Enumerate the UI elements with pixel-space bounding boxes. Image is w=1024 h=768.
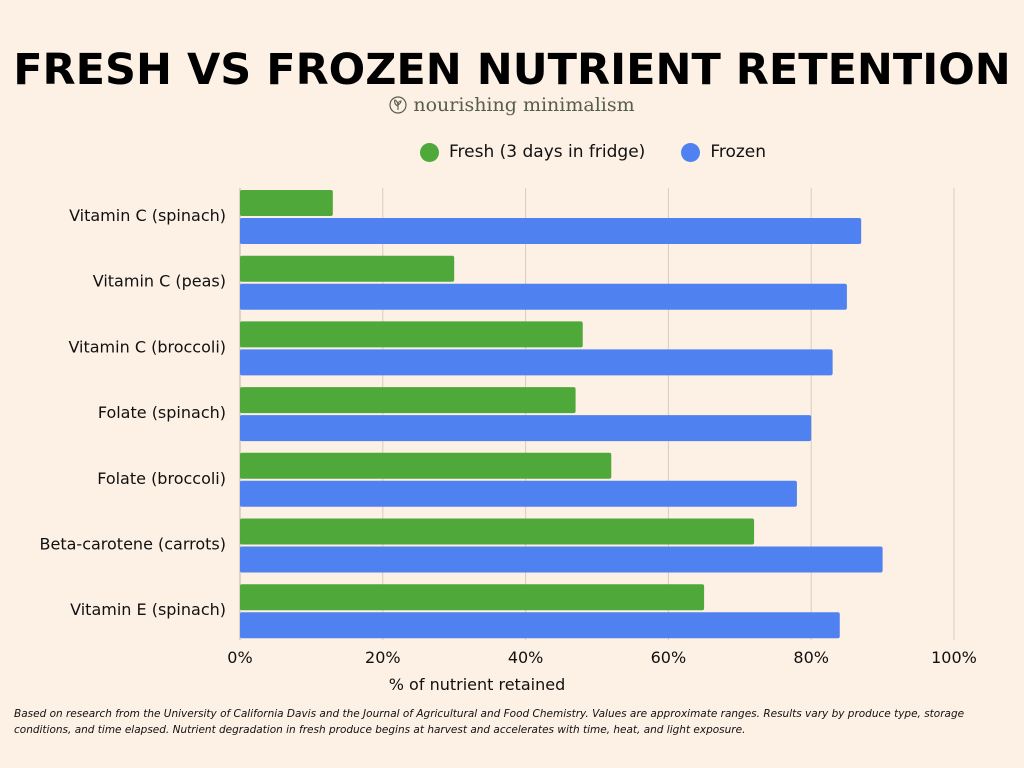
category-label: Vitamin C (broccoli) (68, 337, 226, 356)
bar-fresh (240, 518, 755, 545)
bar-frozen (240, 283, 847, 310)
bar-fresh (240, 255, 455, 282)
bar-fresh (240, 452, 612, 479)
category-label: Beta-carotene (carrots) (40, 535, 226, 554)
category-labels: Vitamin C (spinach) Vitamin C (peas) Vitam… (40, 206, 226, 619)
category-label: Folate (broccoli) (97, 469, 226, 488)
legend-label-fresh: Fresh (3 days in fridge) (449, 142, 646, 162)
legend-item-fresh: Fresh (3 days in fridge) (420, 142, 645, 162)
footnote: Based on research from the University of… (14, 708, 965, 736)
bar-fresh (240, 321, 583, 348)
legend-swatch-frozen (681, 142, 701, 162)
category-label: Vitamin C (spinach) (69, 206, 226, 225)
x-axis-title: % of nutrient retained (389, 675, 565, 694)
x-tick-label: 40% (508, 648, 544, 667)
brand-logo: nourishing minimalism (0, 94, 1024, 116)
leaf-icon (389, 96, 407, 114)
brand-name: nourishing minimalism (413, 94, 635, 116)
x-tick-labels: 0% 20% 40% 60% 80% 100% (227, 648, 977, 667)
bar-chart: Vitamin C (spinach) Vitamin C (peas) Vitam… (40, 188, 977, 694)
legend-item-frozen: Frozen (681, 142, 766, 162)
bar-frozen (240, 218, 862, 244)
x-tick-label: 0% (227, 648, 252, 667)
bar-frozen (240, 480, 797, 507)
legend-label-frozen: Frozen (710, 142, 767, 162)
x-tick-label: 20% (365, 648, 401, 667)
bar-frozen (240, 349, 833, 376)
x-tick-label: 80% (793, 648, 829, 667)
bar-fresh (240, 387, 576, 414)
x-tick-label: 100% (931, 648, 977, 667)
bars (240, 190, 883, 639)
bar-fresh (240, 190, 333, 216)
bar-frozen (240, 612, 840, 639)
bar-frozen (240, 546, 883, 573)
category-label: Vitamin E (spinach) (70, 600, 226, 619)
chart-legend: Fresh (3 days in fridge) Frozen (420, 142, 766, 162)
x-tick-label: 60% (651, 648, 687, 667)
chart-title: FRESH VS FROZEN NUTRIENT RETENTION (13, 45, 1011, 95)
bar-frozen (240, 415, 812, 442)
category-label: Folate (spinach) (98, 403, 226, 422)
legend-swatch-fresh (420, 142, 439, 162)
bar-fresh (240, 584, 705, 611)
category-label: Vitamin C (peas) (93, 272, 226, 291)
